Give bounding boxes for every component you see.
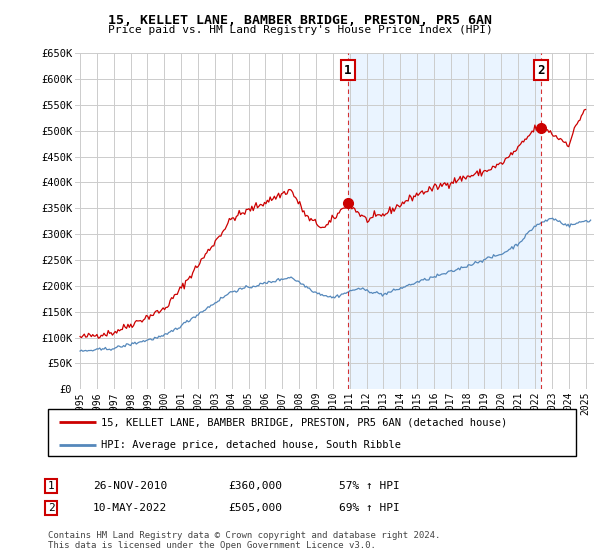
Text: £360,000: £360,000 — [228, 481, 282, 491]
Text: 69% ↑ HPI: 69% ↑ HPI — [339, 503, 400, 513]
Text: 1: 1 — [47, 481, 55, 491]
Text: 2: 2 — [47, 503, 55, 513]
Text: 15, KELLET LANE, BAMBER BRIDGE, PRESTON, PR5 6AN (detached house): 15, KELLET LANE, BAMBER BRIDGE, PRESTON,… — [101, 417, 507, 427]
Text: Contains HM Land Registry data © Crown copyright and database right 2024.
This d: Contains HM Land Registry data © Crown c… — [48, 531, 440, 550]
Text: 26-NOV-2010: 26-NOV-2010 — [93, 481, 167, 491]
Text: HPI: Average price, detached house, South Ribble: HPI: Average price, detached house, Sout… — [101, 440, 401, 450]
Bar — [348, 53, 541, 389]
Text: 1: 1 — [344, 63, 352, 77]
Text: 15, KELLET LANE, BAMBER BRIDGE, PRESTON, PR5 6AN: 15, KELLET LANE, BAMBER BRIDGE, PRESTON,… — [108, 14, 492, 27]
Text: 57% ↑ HPI: 57% ↑ HPI — [339, 481, 400, 491]
FancyBboxPatch shape — [48, 409, 576, 456]
Text: £505,000: £505,000 — [228, 503, 282, 513]
Text: Price paid vs. HM Land Registry's House Price Index (HPI): Price paid vs. HM Land Registry's House … — [107, 25, 493, 35]
Text: 10-MAY-2022: 10-MAY-2022 — [93, 503, 167, 513]
Text: 2: 2 — [538, 63, 545, 77]
